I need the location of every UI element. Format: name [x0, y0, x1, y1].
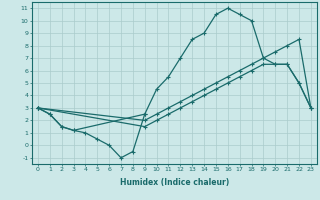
X-axis label: Humidex (Indice chaleur): Humidex (Indice chaleur): [120, 178, 229, 187]
